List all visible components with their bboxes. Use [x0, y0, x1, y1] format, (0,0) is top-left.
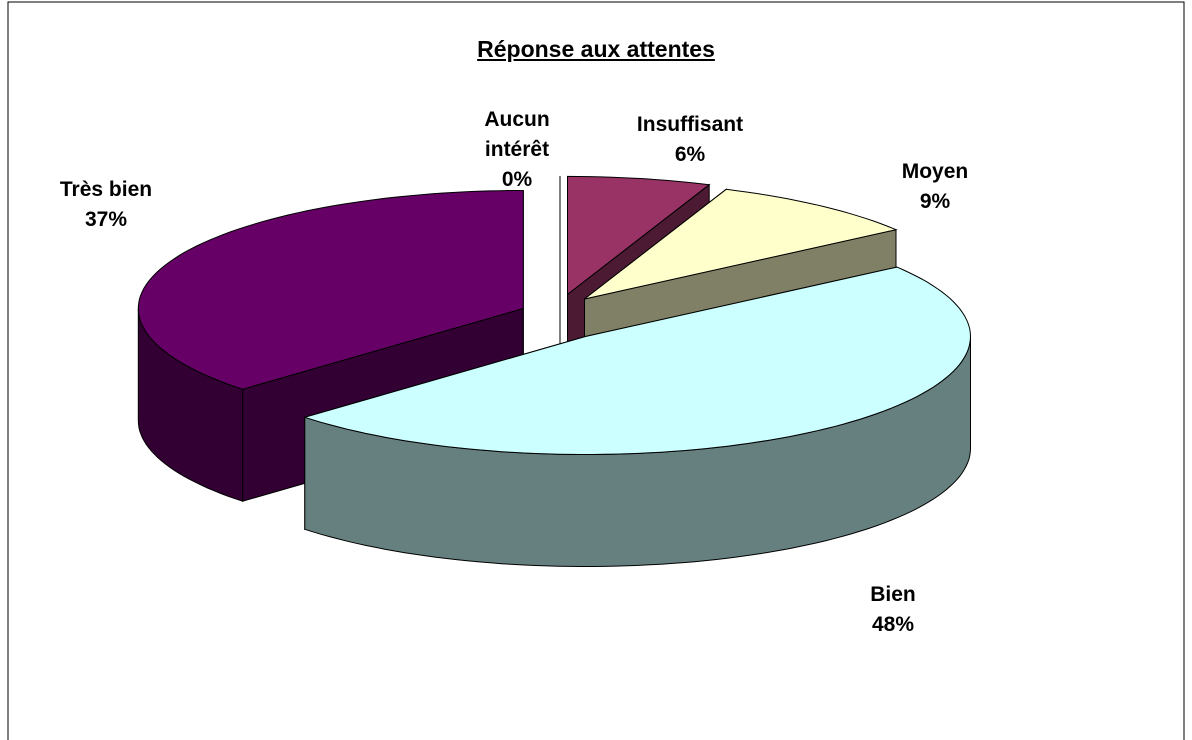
slice	[303, 266, 972, 455]
value-label: 0%	[501, 168, 533, 191]
chart-title: Réponse aux attentes	[477, 36, 715, 62]
category-label: Insuffisant	[636, 113, 744, 136]
category-label: Aucun intérêt	[484, 108, 550, 161]
value-label: 6%	[674, 143, 706, 166]
slice-label: Insuffisant 6%	[600, 110, 780, 170]
slice	[567, 175, 711, 296]
value-label: 48%	[871, 613, 915, 636]
slice-label: Aucun intérêt 0%	[477, 105, 557, 195]
category-label: Moyen	[901, 160, 969, 183]
frame	[7, 1, 1185, 740]
slice-label: Très bien 37%	[26, 175, 186, 235]
category-label: Bien	[870, 583, 916, 606]
category-label: Très bien	[59, 178, 153, 201]
slice	[137, 190, 524, 390]
value-label: 37%	[84, 208, 128, 231]
slice	[584, 188, 898, 300]
slice-label: Bien 48%	[823, 580, 963, 640]
slice-label: Moyen 9%	[865, 157, 1005, 217]
value-label: 9%	[919, 190, 951, 213]
